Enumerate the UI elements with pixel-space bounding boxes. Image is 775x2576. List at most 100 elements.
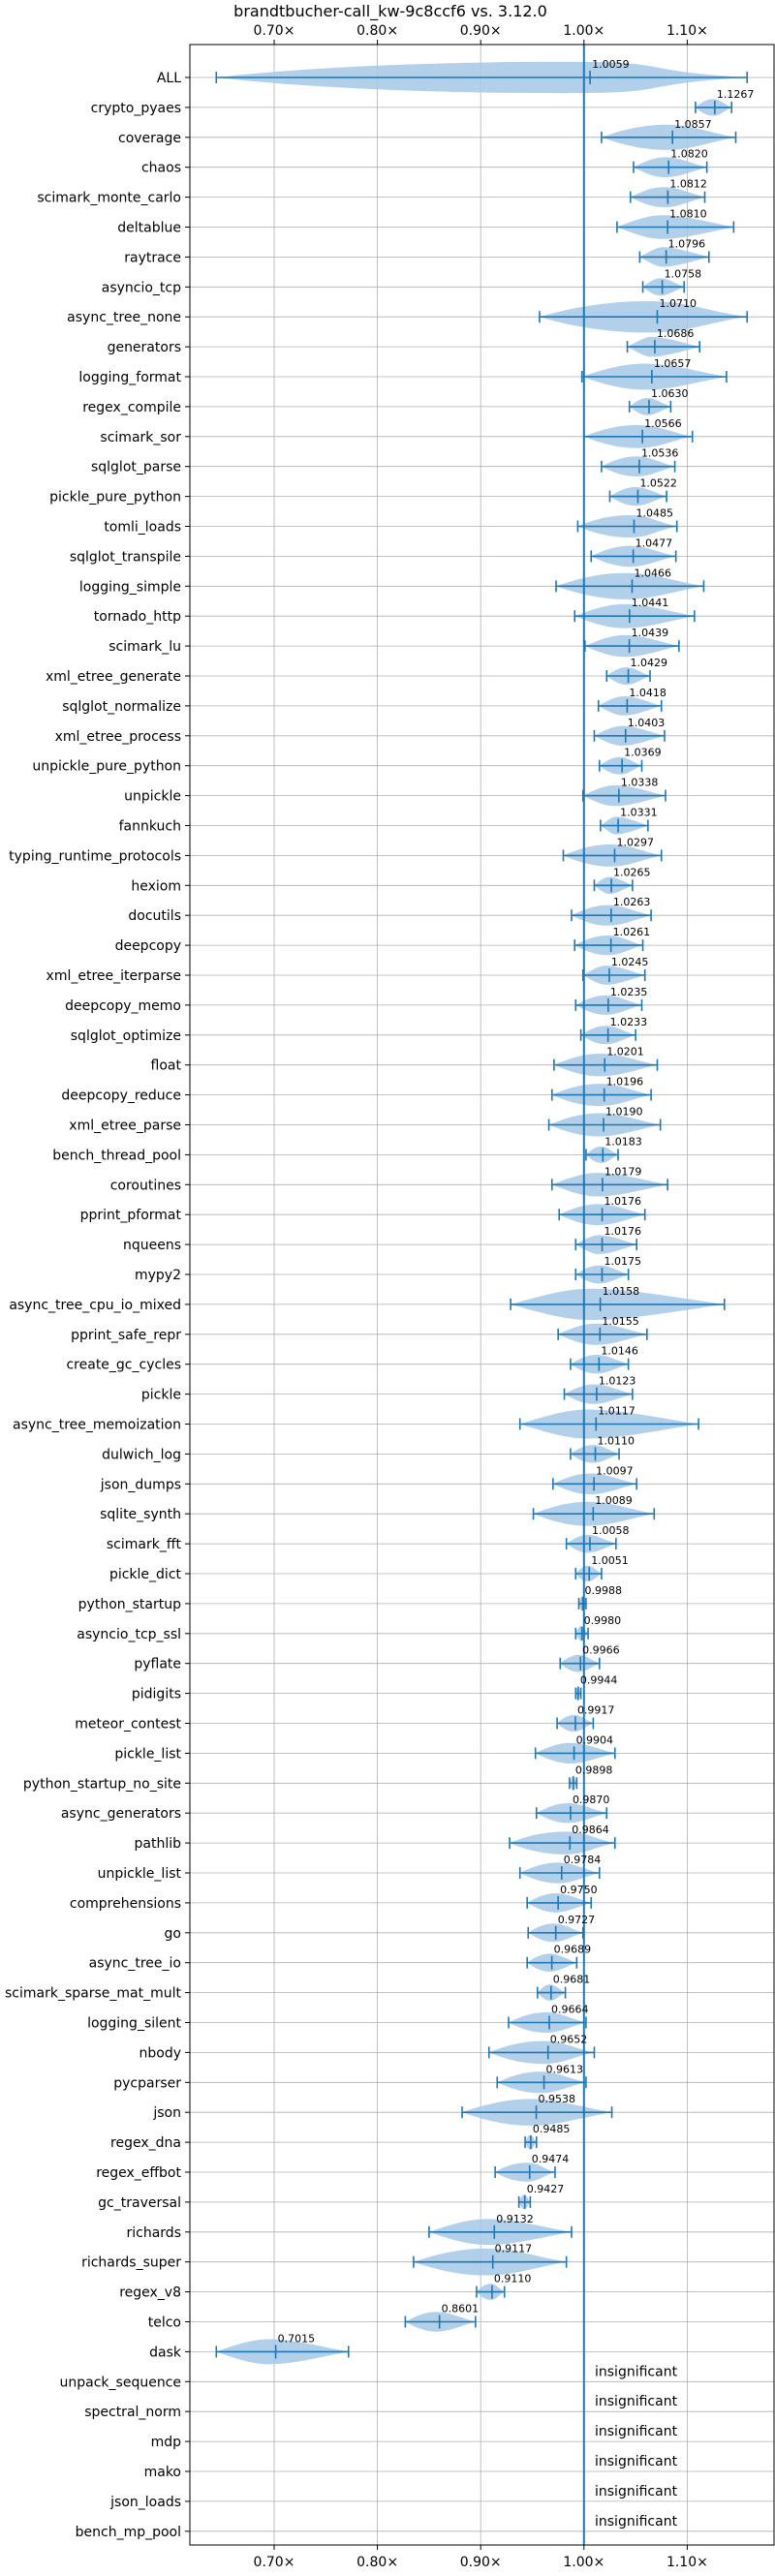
value-label: 1.0477: [636, 537, 673, 549]
value-label: 1.0265: [613, 866, 651, 878]
value-label: 1.0710: [659, 297, 697, 310]
y-tick-label: unpickle: [124, 789, 181, 805]
y-tick-label: python_startup_no_site: [23, 1776, 181, 1792]
insignificant-label: insignificant: [595, 2364, 678, 2379]
y-tick-label: tomli_loads: [104, 520, 181, 536]
value-label: 1.0369: [624, 747, 662, 759]
value-label: 0.9427: [527, 2183, 565, 2195]
y-tick-label: async_generators: [61, 1806, 181, 1822]
grid: [190, 45, 774, 2545]
value-label: 0.9681: [553, 1974, 591, 1986]
y-tick-label: regex_v8: [119, 2285, 181, 2301]
y-tick-label: richards_super: [81, 2255, 181, 2271]
y-tick-label: scimark_sor: [100, 430, 181, 445]
y-tick-label: nbody: [140, 2045, 182, 2061]
y-tick-label: pprint_pformat: [80, 1208, 182, 1223]
insignificant-label: insignificant: [595, 2424, 678, 2439]
x-tick-label-bottom: 0.70×: [254, 2555, 295, 2570]
y-tick-label: hexiom: [131, 878, 181, 894]
y-tick-label: regex_effbot: [96, 2165, 181, 2181]
y-tick-label: pickle_pure_python: [49, 490, 181, 506]
plot-frame: [189, 44, 775, 2546]
y-tick-label: xml_etree_generate: [46, 669, 181, 685]
y-tick-label: pathlib: [135, 1836, 182, 1852]
value-label: 1.0051: [591, 1554, 629, 1567]
y-tick-label: sqlglot_optimize: [71, 1028, 181, 1044]
y-tick-label: xml_etree_iterparse: [46, 968, 181, 984]
x-tick-label-top: 1.10×: [666, 23, 708, 39]
value-label: 0.9980: [584, 1614, 622, 1627]
y-tick-label: bench_mp_pool: [76, 2525, 181, 2540]
y-tick-label: xml_etree_parse: [69, 1119, 181, 1134]
value-label: 1.0403: [628, 717, 666, 729]
value-label: 0.9727: [558, 1914, 596, 1926]
y-tick-label: logging_format: [78, 370, 181, 385]
value-label: 0.9132: [496, 2213, 534, 2225]
y-tick-label: logging_simple: [79, 579, 181, 595]
value-label: 1.0117: [598, 1405, 636, 1418]
y-tick-label: asyncio_tcp: [102, 280, 181, 295]
y-tick-label: pyflate: [134, 1657, 181, 1672]
value-label: 1.0263: [613, 896, 651, 908]
x-tick-label-top: 1.00×: [563, 23, 604, 39]
value-label: 0.9474: [532, 2153, 570, 2165]
value-label: 1.0183: [604, 1135, 642, 1148]
y-tick-label: ALL: [157, 71, 181, 86]
y-tick-label: raytrace: [124, 250, 181, 265]
y-tick-label: generators: [108, 340, 181, 355]
y-tick-label: richards: [127, 2225, 182, 2241]
y-tick-label: scimark_sparse_mat_mult: [5, 1986, 181, 2002]
value-label: 1.0812: [669, 178, 707, 191]
value-label: 0.9117: [495, 2243, 533, 2255]
y-tick-label: deltablue: [117, 221, 181, 236]
value-label: 1.0058: [592, 1524, 630, 1537]
value-label: 1.0155: [602, 1315, 639, 1328]
y-tick-label: float: [151, 1058, 182, 1074]
value-label: 1.0439: [632, 627, 669, 639]
y-tick-label: typing_runtime_protocols: [9, 848, 181, 864]
value-label: 0.9538: [539, 2093, 576, 2105]
value-label: 0.9689: [554, 1944, 592, 1956]
y-tick-label: mako: [144, 2465, 181, 2480]
x-tick-label-top: 0.70×: [254, 23, 295, 39]
y-tick-label: pickle_dict: [109, 1567, 182, 1582]
y-tick-label: bench_thread_pool: [52, 1148, 181, 1163]
y-tick-label: sqlite_synth: [100, 1507, 181, 1522]
value-label: 0.9917: [577, 1704, 615, 1717]
y-tick-label: regex_compile: [82, 400, 181, 415]
x-tick-label-bottom: 1.00×: [563, 2555, 604, 2570]
y-tick-label: spectral_norm: [84, 2405, 181, 2420]
value-label: 1.0097: [596, 1464, 634, 1477]
y-tick-label: scimark_monte_carlo: [37, 191, 181, 206]
value-label: 1.0566: [644, 417, 682, 430]
y-tick-label: telco: [148, 2315, 181, 2331]
y-tick-label: dask: [149, 2345, 182, 2360]
value-label: 1.0123: [599, 1375, 636, 1388]
y-tick-label: fannkuch: [119, 819, 181, 835]
value-label: 1.0857: [674, 118, 712, 131]
y-tick-label: deepcopy_memo: [65, 998, 181, 1014]
y-tick-label: unpickle_list: [98, 1866, 182, 1882]
value-label: 0.7015: [278, 2332, 316, 2345]
y-tick-label: mdp: [151, 2435, 182, 2450]
value-label: 1.0466: [634, 567, 671, 579]
y-tick-label: pprint_safe_repr: [71, 1328, 181, 1343]
value-label: 1.1267: [717, 88, 755, 101]
value-label: 1.0158: [603, 1285, 640, 1298]
value-label: 0.9870: [573, 1794, 610, 1806]
y-tick-label: json: [152, 2105, 181, 2121]
y-tick-label: deepcopy: [115, 938, 181, 954]
x-tick-label-top: 0.90×: [460, 23, 502, 39]
y-tick-label: nqueens: [123, 1238, 181, 1253]
value-label: 1.0522: [639, 477, 677, 490]
x-tick-label-top: 0.80×: [356, 23, 398, 39]
value-label: 0.8601: [442, 2303, 480, 2315]
value-label: 0.9784: [564, 1854, 602, 1866]
y-tick-label: sqlglot_normalize: [62, 699, 181, 715]
y-tick-label: regex_dna: [110, 2135, 181, 2151]
value-label: 1.0190: [605, 1106, 643, 1119]
value-label: 1.0485: [636, 507, 674, 520]
y-tick-label: unpickle_pure_python: [32, 759, 181, 775]
value-label: 1.0245: [611, 956, 649, 968]
value-label: 0.9750: [560, 1884, 598, 1896]
